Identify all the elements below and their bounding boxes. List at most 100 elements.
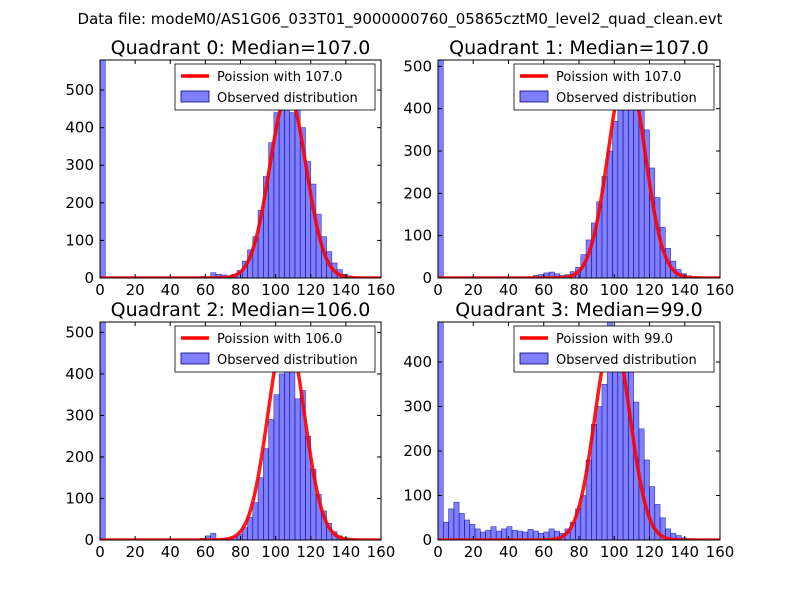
x-tick-label: 120 (635, 281, 664, 299)
histogram-bar (289, 365, 296, 540)
y-tick-label: 400 (65, 119, 94, 137)
histogram-bar (438, 322, 444, 540)
x-tick-label: 80 (231, 543, 250, 561)
histogram-bar (601, 383, 608, 540)
y-tick-label: 0 (422, 531, 432, 549)
y-tick-label: 400 (65, 365, 94, 383)
legend-hist-label: Observed distribution (217, 91, 358, 106)
histogram-bar (469, 524, 476, 540)
y-tick-label: 300 (403, 398, 432, 416)
legend-curve-label: Poission with 107.0 (217, 70, 342, 85)
x-tick-label: 120 (296, 281, 325, 299)
histogram-bar (490, 526, 497, 540)
histogram-bar (257, 477, 264, 540)
y-tick-label: 400 (403, 100, 432, 118)
y-tick-label: 400 (403, 353, 432, 371)
subplot-quadrant-1: 0 20 40 60 80 100 120 140 160 0 100 200 300 400 500 Qua… (403, 37, 734, 299)
subplot-title: Quadrant 1: Median=107.0 (449, 37, 709, 59)
y-tick-label: 0 (84, 269, 94, 287)
histogram-bar (273, 394, 280, 540)
y-tick-label: 300 (65, 156, 94, 174)
x-tick-label: 0 (433, 281, 443, 299)
subplot-title: Quadrant 3: Median=99.0 (455, 299, 703, 321)
histogram-bar (289, 112, 296, 278)
legend-curve-label: Poission with 106.0 (217, 332, 342, 347)
legend: Poission with 99.0 Observed distribution (513, 325, 715, 373)
x-tick-label: 100 (261, 543, 290, 561)
x-tick-label: 40 (161, 281, 180, 299)
histogram-bar (278, 373, 285, 540)
legend-hist-swatch (519, 90, 549, 103)
y-tick-label: 0 (84, 531, 94, 549)
legend-curve-label: Poission with 107.0 (556, 70, 681, 85)
histogram-bar (612, 352, 619, 540)
subplot-quadrant-3: 0 20 40 60 80 100 120 140 160 0 100 200 300 400 Quadra… (403, 299, 734, 561)
y-tick-label: 200 (65, 448, 94, 466)
histogram-bar (100, 60, 106, 278)
histogram-bar (294, 398, 301, 540)
histogram-bar (622, 82, 629, 278)
x-tick-label: 140 (670, 281, 699, 299)
histogram-bar (617, 370, 624, 540)
y-tick-label: 500 (403, 57, 432, 75)
histogram-bar (596, 406, 603, 540)
y-tick-label: 500 (65, 81, 94, 99)
x-tick-label: 140 (332, 543, 361, 561)
histogram-bar (284, 365, 290, 540)
poisson-curve (438, 333, 720, 540)
x-tick-label: 160 (367, 281, 396, 299)
y-tick-label: 100 (65, 231, 94, 249)
x-tick-label: 40 (499, 543, 518, 561)
histogram-bar (268, 419, 275, 540)
x-tick-label: 20 (126, 543, 145, 561)
histogram-bar (617, 99, 624, 278)
y-tick-label: 100 (403, 227, 432, 245)
histogram-bar (606, 150, 613, 278)
y-tick-label: 100 (403, 487, 432, 505)
histogram-bar (263, 448, 269, 540)
subplot-quadrant-2: 0 20 40 60 80 100 120 140 160 0 100 200 300 400 500 Qua… (65, 299, 395, 561)
histogram-bar (210, 533, 217, 540)
x-tick-label: 60 (196, 543, 215, 561)
legend-curve-label: Poission with 99.0 (556, 332, 673, 347)
y-tick-label: 300 (403, 142, 432, 160)
legend-hist-swatch (519, 352, 549, 365)
legend-hist-swatch (180, 90, 210, 103)
poisson-curve (438, 66, 720, 278)
x-tick-label: 100 (261, 281, 290, 299)
x-tick-label: 80 (569, 281, 588, 299)
x-tick-label: 20 (464, 281, 483, 299)
histogram-bar (100, 322, 106, 540)
legend-hist-label: Observed distribution (556, 91, 697, 106)
histogram-bar (649, 486, 656, 540)
plot-area (100, 60, 381, 278)
y-tick-label: 100 (65, 489, 94, 507)
histogram-bar (458, 513, 465, 540)
x-tick-label: 40 (499, 281, 518, 299)
histogram-bar (448, 508, 455, 540)
histogram-bar (438, 60, 444, 278)
poisson-curve (100, 328, 381, 540)
histogram-bar (442, 521, 449, 540)
x-tick-label: 0 (95, 281, 105, 299)
histogram-bar (506, 526, 513, 540)
plot-area (438, 60, 720, 278)
plot-area (100, 322, 381, 540)
x-tick-label: 120 (296, 543, 325, 561)
x-tick-label: 160 (367, 543, 396, 561)
histogram-bar (628, 99, 634, 278)
x-tick-label: 80 (569, 543, 588, 561)
y-tick-label: 300 (65, 406, 94, 424)
y-tick-label: 0 (422, 269, 432, 287)
x-tick-label: 100 (600, 281, 629, 299)
legend: Poission with 107.0 Observed distribution (513, 63, 715, 111)
histogram-bar (252, 502, 259, 540)
x-tick-label: 0 (433, 543, 443, 561)
legend-hist-label: Observed distribution (556, 353, 697, 368)
histogram-bar (464, 519, 471, 540)
histogram-bar (278, 97, 285, 278)
x-tick-label: 40 (161, 543, 180, 561)
x-tick-label: 140 (670, 543, 699, 561)
histogram-bar (628, 370, 634, 540)
